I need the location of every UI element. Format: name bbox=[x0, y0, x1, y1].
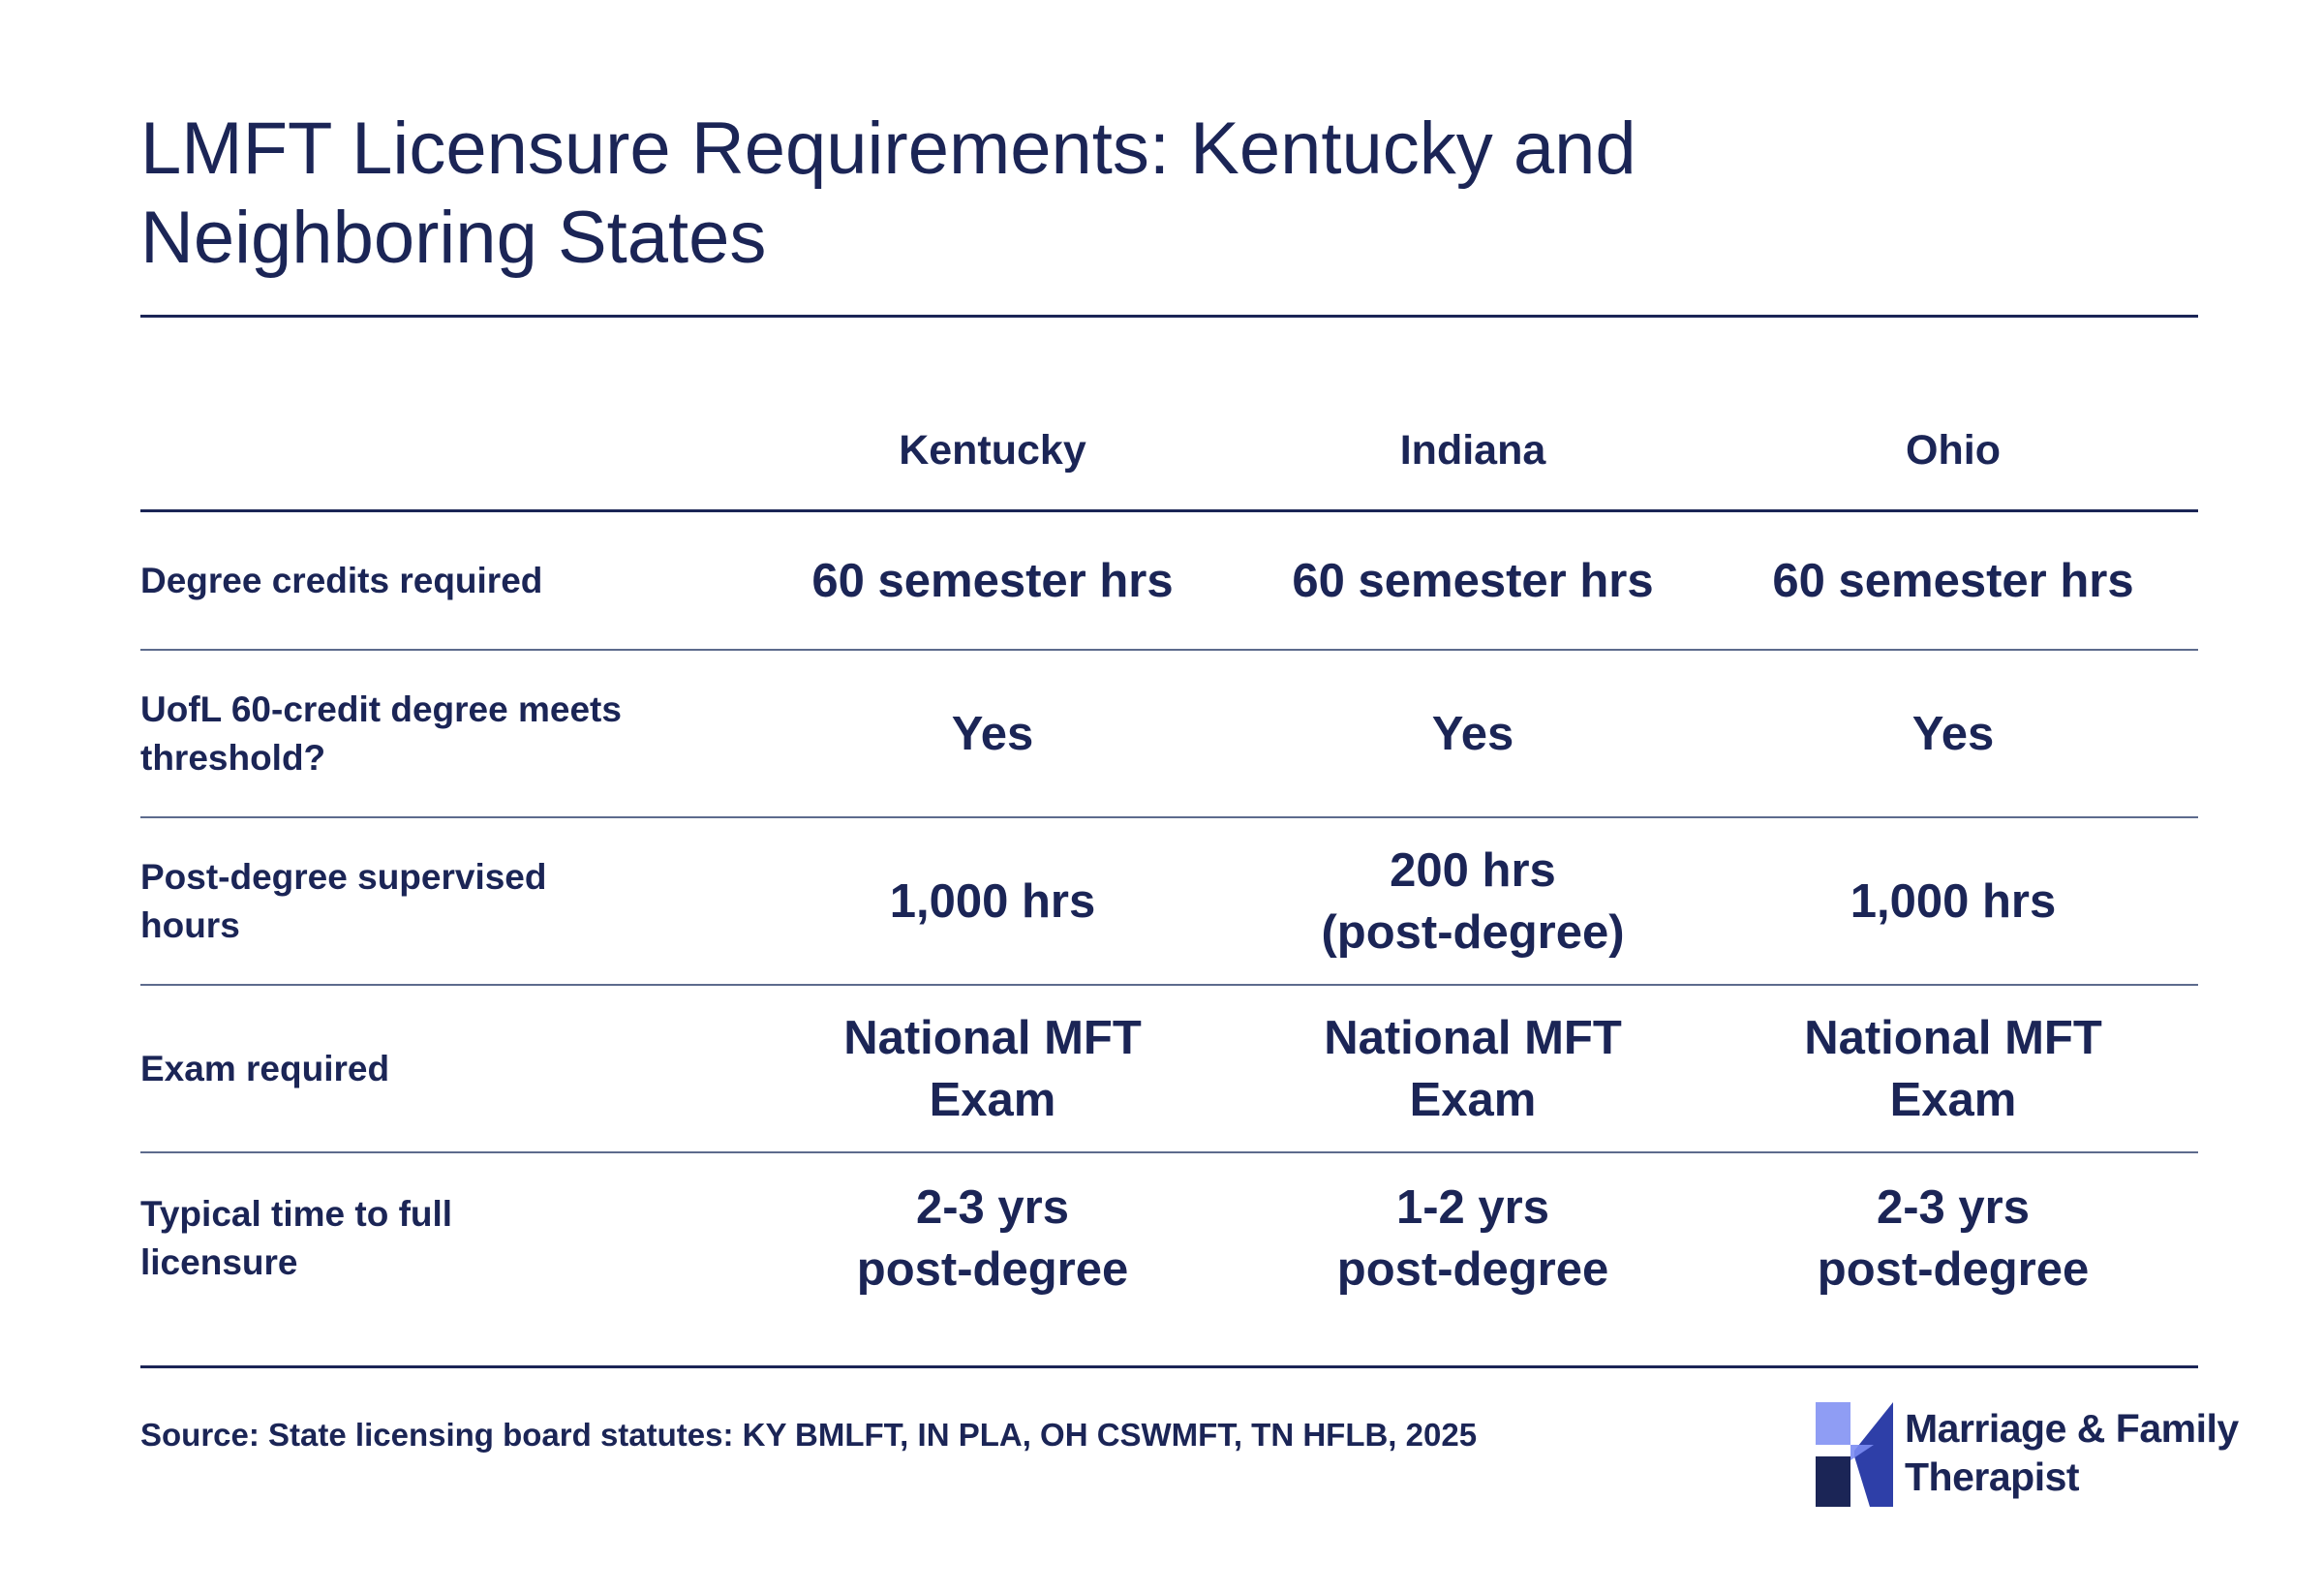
table-cell-ohio: National MFT Exam bbox=[1713, 986, 2193, 1151]
table-cell-ohio: 60 semester hrs bbox=[1713, 512, 2193, 649]
cell-line: Exam bbox=[1409, 1073, 1537, 1126]
brand-logo: Marriage & Family Therapist bbox=[1816, 1402, 2239, 1509]
row-label-line: Post-degree supervised bbox=[140, 856, 547, 897]
row-label: Degree credits required bbox=[140, 512, 683, 649]
table-row: UofL 60-credit degree meets threshold? Y… bbox=[140, 651, 2198, 818]
title-divider bbox=[140, 315, 2198, 318]
row-label-line: Typical time to full bbox=[140, 1193, 453, 1234]
footer-divider bbox=[140, 1365, 2198, 1368]
table-cell-ohio: 2-3 yrs post-degree bbox=[1713, 1153, 2193, 1323]
table-cell-indiana: 1-2 yrs post-degree bbox=[1233, 1153, 1713, 1323]
table-cell-indiana: National MFT Exam bbox=[1233, 986, 1713, 1151]
table-row: Post-degree supervised hours 1,000 hrs 2… bbox=[140, 818, 2198, 986]
row-label-line: hours bbox=[140, 904, 240, 945]
source-note: Source: State licensing board statutes: … bbox=[140, 1417, 1478, 1453]
cell-line: Yes bbox=[1911, 707, 1995, 760]
cell-line: post-degree bbox=[1817, 1242, 2090, 1296]
table-cell-ohio: Yes bbox=[1713, 651, 2193, 816]
cell-line: (post-degree) bbox=[1321, 905, 1625, 959]
row-label: Exam required bbox=[140, 986, 683, 1151]
table-cell-indiana: Yes bbox=[1233, 651, 1713, 816]
logo-line-1: Marriage & Family bbox=[1905, 1406, 2239, 1451]
row-label-line: Degree credits required bbox=[140, 560, 543, 600]
table-cell-ohio: 1,000 hrs bbox=[1713, 818, 2193, 984]
row-label-line: UofL 60-credit degree meets bbox=[140, 689, 622, 729]
row-label: Post-degree supervised hours bbox=[140, 818, 683, 984]
cell-line: Exam bbox=[929, 1073, 1056, 1126]
header-divider bbox=[140, 509, 2198, 512]
table-cell-kentucky: National MFT Exam bbox=[752, 986, 1233, 1151]
page-title: LMFT Licensure Requirements: Kentucky an… bbox=[140, 105, 1883, 283]
logo-wordmark: Marriage & Family Therapist bbox=[1905, 1404, 2239, 1501]
cell-line: post-degree bbox=[1336, 1242, 1609, 1296]
title-line-2: Neighboring States bbox=[140, 197, 767, 279]
table-cell-indiana: 200 hrs (post-degree) bbox=[1233, 818, 1713, 984]
cell-line: National MFT bbox=[1324, 1011, 1622, 1064]
cell-line: 1-2 yrs bbox=[1395, 1180, 1549, 1234]
cell-line: Yes bbox=[951, 707, 1034, 760]
four-petal-logo-icon bbox=[1816, 1402, 1893, 1507]
row-label: Typical time to full licensure bbox=[140, 1153, 683, 1323]
cell-line: National MFT bbox=[843, 1011, 1142, 1064]
table-cell-kentucky: 2-3 yrs post-degree bbox=[752, 1153, 1233, 1323]
cell-line: National MFT bbox=[1804, 1011, 2102, 1064]
table-row: Degree credits required 60 semester hrs … bbox=[140, 512, 2198, 651]
cell-line: 60 semester hrs bbox=[1772, 554, 2134, 607]
table-cell-kentucky: 60 semester hrs bbox=[752, 512, 1233, 649]
row-label-line: Exam required bbox=[140, 1048, 390, 1088]
cell-line: 60 semester hrs bbox=[811, 554, 1174, 607]
cell-line: post-degree bbox=[856, 1242, 1129, 1296]
cell-line: 2-3 yrs bbox=[915, 1180, 1069, 1234]
column-header-ohio: Ohio bbox=[1906, 427, 2001, 474]
row-label-line: threshold? bbox=[140, 737, 326, 778]
row-label-line: licensure bbox=[140, 1241, 298, 1282]
cell-line: Yes bbox=[1431, 707, 1514, 760]
title-line-1: LMFT Licensure Requirements: Kentucky an… bbox=[140, 107, 1636, 190]
column-header-indiana: Indiana bbox=[1399, 427, 1546, 474]
cell-line: 1,000 hrs bbox=[889, 874, 1096, 928]
cell-line: 200 hrs bbox=[1390, 843, 1556, 897]
cell-line: 2-3 yrs bbox=[1876, 1180, 2030, 1234]
table-row: Typical time to full licensure 2-3 yrs p… bbox=[140, 1153, 2198, 1323]
cell-line: Exam bbox=[1889, 1073, 2017, 1126]
column-header-kentucky: Kentucky bbox=[899, 427, 1086, 474]
row-label: UofL 60-credit degree meets threshold? bbox=[140, 651, 683, 816]
table-cell-indiana: 60 semester hrs bbox=[1233, 512, 1713, 649]
cell-line: 60 semester hrs bbox=[1292, 554, 1654, 607]
table-cell-kentucky: Yes bbox=[752, 651, 1233, 816]
table-cell-kentucky: 1,000 hrs bbox=[752, 818, 1233, 984]
logo-line-2: Therapist bbox=[1905, 1454, 2080, 1499]
cell-line: 1,000 hrs bbox=[1850, 874, 2057, 928]
table-row: Exam required National MFT Exam National… bbox=[140, 986, 2198, 1153]
